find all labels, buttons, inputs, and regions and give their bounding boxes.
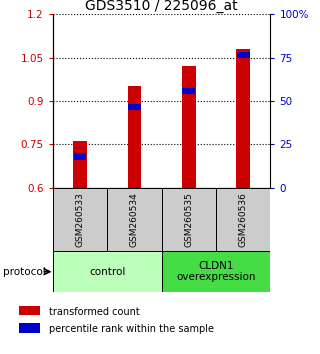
Text: GSM260536: GSM260536 <box>239 192 248 247</box>
Bar <box>74 153 86 160</box>
Bar <box>128 104 141 110</box>
Text: GSM260533: GSM260533 <box>76 192 84 247</box>
Bar <box>73 141 87 188</box>
Bar <box>107 188 162 251</box>
Bar <box>19 306 40 315</box>
Bar <box>216 188 270 251</box>
Text: control: control <box>89 267 125 277</box>
Text: GSM260534: GSM260534 <box>130 192 139 247</box>
Bar <box>182 66 196 188</box>
Bar <box>162 188 216 251</box>
Bar <box>19 323 40 333</box>
Title: GDS3510 / 225096_at: GDS3510 / 225096_at <box>85 0 238 13</box>
Text: protocol: protocol <box>3 267 46 277</box>
Bar <box>237 52 250 58</box>
Text: CLDN1
overexpression: CLDN1 overexpression <box>176 261 256 282</box>
Bar <box>236 49 250 188</box>
Text: transformed count: transformed count <box>49 307 140 316</box>
Bar <box>182 87 195 94</box>
Bar <box>162 251 270 292</box>
Bar <box>128 86 141 188</box>
Bar <box>53 251 162 292</box>
Bar <box>53 188 107 251</box>
Text: GSM260535: GSM260535 <box>184 192 193 247</box>
Text: percentile rank within the sample: percentile rank within the sample <box>49 324 214 334</box>
